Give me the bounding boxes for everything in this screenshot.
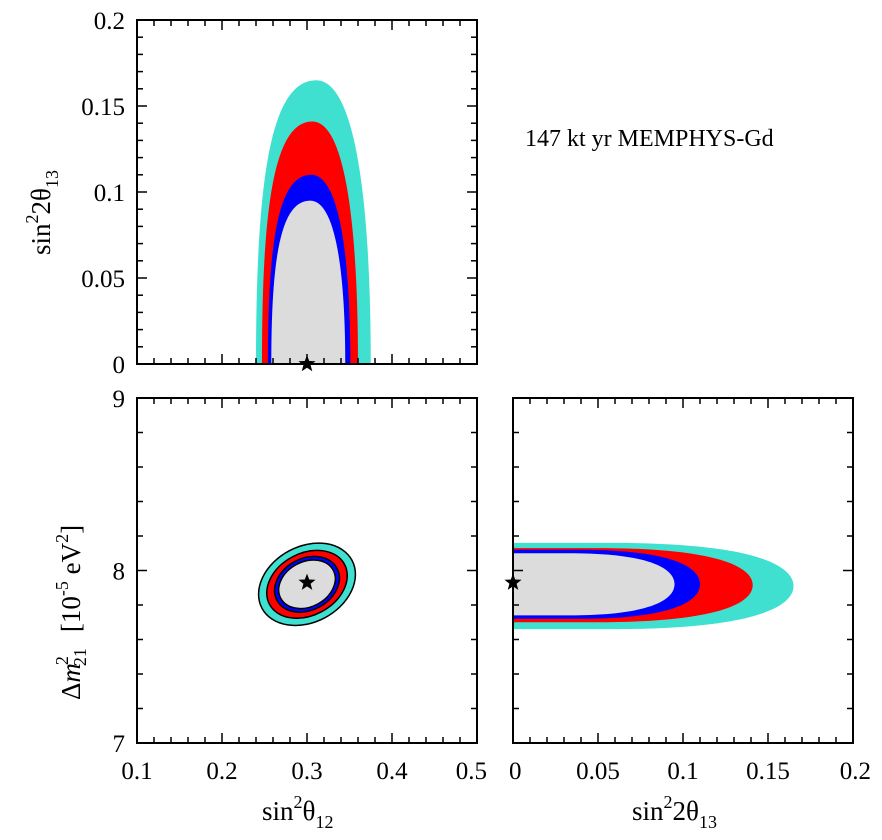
x-tick-label: 0.15 bbox=[746, 758, 790, 785]
best-fit-star bbox=[298, 355, 316, 372]
y-tick-label: 0 bbox=[113, 352, 126, 379]
best-fit-star bbox=[298, 573, 316, 590]
annotation-text: 147 kt yr MEMPHYS-Gd bbox=[525, 126, 774, 152]
contour-region-inner bbox=[271, 200, 346, 364]
x-tick-label: 0.1 bbox=[667, 758, 698, 785]
panel-top-left: 0 0.05 0.1 0.15 0.2 bbox=[81, 8, 478, 379]
ylabel-bottom-left: Δm221[10-5 eV2] bbox=[52, 525, 90, 700]
y-tick-label: 0.1 bbox=[94, 180, 125, 207]
x-tick-label: 0.1 bbox=[121, 758, 152, 785]
contour-region-inner bbox=[513, 553, 675, 616]
plot-frame bbox=[136, 397, 478, 744]
xlabel-bottom-left: sin2θ12 bbox=[262, 792, 333, 832]
y-tick-label: 7 bbox=[113, 731, 126, 758]
xlabel-bottom-right: sin22θ13 bbox=[632, 792, 717, 832]
x-tick-label: 0.2 bbox=[206, 758, 237, 785]
best-fit-star bbox=[504, 573, 522, 590]
x-tick-label: 0.5 bbox=[456, 758, 487, 785]
y-tick-label: 9 bbox=[113, 386, 126, 413]
y-tick-label: 0.15 bbox=[81, 94, 125, 121]
x-tick-label: 0.3 bbox=[291, 758, 322, 785]
y-tick-label: 0.05 bbox=[81, 266, 125, 293]
x-tick-label: 0.2 bbox=[840, 758, 871, 785]
y-tick-label: 8 bbox=[113, 559, 126, 586]
x-tick-label: 0 bbox=[509, 758, 522, 785]
y-tick-label: 0.2 bbox=[94, 8, 125, 35]
ylabel-top-left: sin22θ13 bbox=[22, 170, 62, 255]
x-tick-label: 0.4 bbox=[376, 758, 408, 785]
panel-bottom-right: 0 0.05 0.1 0.15 0.2 bbox=[504, 397, 871, 785]
plot-frame bbox=[512, 397, 854, 744]
panel-bottom-left: 7 8 9 0.1 0.2 0.3 0.4 0.5 bbox=[113, 386, 488, 785]
x-tick-label: 0.05 bbox=[576, 758, 620, 785]
